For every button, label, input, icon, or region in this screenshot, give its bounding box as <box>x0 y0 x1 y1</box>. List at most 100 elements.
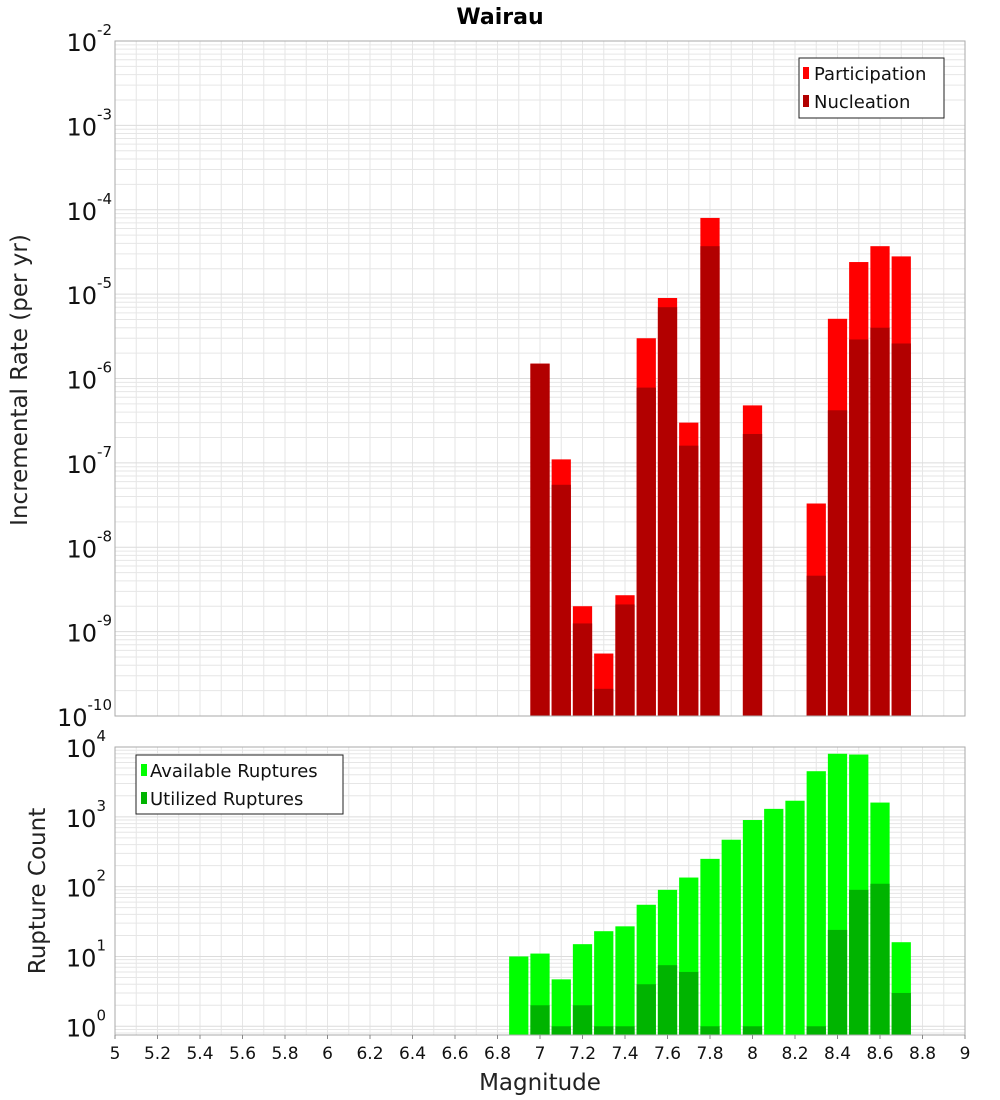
nucleation-bar <box>551 484 571 716</box>
x-tick-label: 9 <box>960 1044 971 1064</box>
bottom-legend-box <box>135 754 344 815</box>
nucleation-bar <box>700 246 720 716</box>
x-tick-label: 7.4 <box>611 1044 638 1064</box>
x-tick-label: 8 <box>747 1044 758 1064</box>
available-ruptures-bar <box>785 800 805 1035</box>
x-tick-label: 5.2 <box>144 1044 171 1064</box>
bottom-legend: Available Ruptures Utilized Ruptures <box>135 754 344 815</box>
utilized-ruptures-bar <box>700 1026 720 1035</box>
nucleation-bar <box>742 433 763 716</box>
chart-title: Wairau <box>456 5 543 30</box>
x-tick-label: 8.4 <box>824 1044 851 1064</box>
nucleation-bar <box>615 604 635 716</box>
x-tick-label: 5 <box>110 1044 121 1064</box>
x-tick-label: 5.6 <box>229 1044 256 1064</box>
available-legend-swatch <box>141 764 147 776</box>
top-plot-frame <box>114 40 966 717</box>
nucleation-bar <box>806 575 826 716</box>
nucleation-bar <box>891 343 911 716</box>
x-tick-label: 6.6 <box>441 1044 468 1064</box>
nucleation-legend-swatch <box>803 95 809 107</box>
x-tick-label: 6 <box>322 1044 333 1064</box>
y-tick-label: 10-8 <box>66 527 112 563</box>
top-legend-box <box>798 57 945 119</box>
nucleation-legend-label: Nucleation <box>814 92 910 113</box>
x-tick-label: 7 <box>535 1044 546 1064</box>
utilized-ruptures-bar <box>679 971 699 1035</box>
available-ruptures-bar <box>721 839 741 1035</box>
nucleation-bar <box>657 307 678 716</box>
utilized-ruptures-bar <box>827 929 848 1035</box>
available-ruptures-bar <box>551 979 571 1035</box>
available-ruptures-bar <box>764 808 784 1035</box>
available-ruptures-bar <box>806 771 826 1035</box>
x-tick-label: 7.2 <box>569 1044 596 1064</box>
utilized-ruptures-bar <box>657 965 678 1035</box>
x-tick-label: 6.2 <box>356 1044 383 1064</box>
x-tick-label: 8.2 <box>781 1044 808 1064</box>
nucleation-bar <box>870 327 890 716</box>
x-tick-label: 7.8 <box>696 1044 723 1064</box>
utilized-ruptures-bar <box>636 984 656 1035</box>
y-tick-label: 10-4 <box>66 190 112 226</box>
x-tick-label: 5.4 <box>186 1044 213 1064</box>
y-tick-label: 10-3 <box>66 105 112 141</box>
nucleation-bar <box>594 688 614 716</box>
available-ruptures-bar <box>615 926 635 1035</box>
available-ruptures-bar <box>509 956 529 1035</box>
utilized-ruptures-bar <box>849 889 869 1035</box>
x-tick-label: 6.4 <box>399 1044 426 1064</box>
utilized-ruptures-bar <box>891 992 911 1035</box>
utilized-ruptures-bar <box>572 1005 593 1035</box>
available-ruptures-bar <box>700 858 720 1035</box>
y-tick-label: 10-9 <box>66 612 112 648</box>
y-tick-label: 10-10 <box>57 696 112 732</box>
bottom-bars <box>509 753 911 1035</box>
nucleation-bar <box>827 410 848 716</box>
utilized-legend-swatch <box>141 792 147 804</box>
top-bars <box>530 217 911 716</box>
utilized-ruptures-bar <box>870 883 890 1035</box>
y-tick-label: 102 <box>66 867 106 903</box>
x-tick-label: 5.8 <box>271 1044 298 1064</box>
nucleation-bar <box>849 339 869 716</box>
y-tick-label: 10-2 <box>66 21 112 57</box>
utilized-ruptures-bar <box>806 1026 826 1035</box>
top-y-axis-label: Incremental Rate (per yr) <box>7 234 33 526</box>
bottom-y-axis-label: Rupture Count <box>25 808 51 974</box>
top-panel: 10-2 10-3 10-4 10-5 10-6 10-7 10-8 10-9 10-10 In… <box>7 21 966 732</box>
y-tick-label: 101 <box>66 936 106 972</box>
y-tick-label: 100 <box>66 1006 106 1042</box>
participation-legend-swatch <box>803 67 809 79</box>
y-tick-label: 104 <box>66 727 106 763</box>
y-tick-label: 10-5 <box>66 274 112 310</box>
x-tick-label: 8.8 <box>909 1044 936 1064</box>
nucleation-bar <box>572 623 593 716</box>
utilized-ruptures-bar <box>551 1026 571 1035</box>
bottom-panel: 104 103 102 101 100 Rupture Count Available … <box>25 727 966 1042</box>
top-y-tick-labels: 10-2 10-3 10-4 10-5 10-6 10-7 10-8 10-9 10-10 <box>57 21 112 732</box>
utilized-ruptures-bar <box>530 1005 550 1035</box>
y-tick-label: 10-6 <box>66 359 112 395</box>
x-axis-label: Magnitude <box>479 1070 601 1096</box>
x-tick-label: 8.6 <box>866 1044 893 1064</box>
top-legend: Participation Nucleation <box>798 57 945 119</box>
nucleation-bar <box>530 363 550 716</box>
nucleation-bar <box>679 445 699 716</box>
y-tick-label: 10-7 <box>66 443 112 479</box>
available-ruptures-bar <box>742 820 763 1035</box>
bottom-y-tick-labels: 104 103 102 101 100 <box>66 727 106 1042</box>
y-tick-label: 103 <box>66 797 106 833</box>
participation-legend-label: Participation <box>814 64 926 85</box>
utilized-ruptures-bar <box>742 1026 763 1035</box>
x-tick-labels: 5 5.2 5.4 5.6 5.8 6 6.2 6.4 6.6 6.8 7 7.2 7.4 7.6 7.8 8… <box>110 1035 971 1064</box>
utilized-legend-label: Utilized Ruptures <box>150 789 303 810</box>
x-tick-label: 6.8 <box>484 1044 511 1064</box>
available-legend-label: Available Ruptures <box>150 761 318 782</box>
x-tick-label: 7.6 <box>654 1044 681 1064</box>
available-ruptures-bar <box>594 931 614 1035</box>
nucleation-bar <box>636 387 656 716</box>
utilized-ruptures-bar <box>615 1026 635 1035</box>
utilized-ruptures-bar <box>594 1026 614 1035</box>
